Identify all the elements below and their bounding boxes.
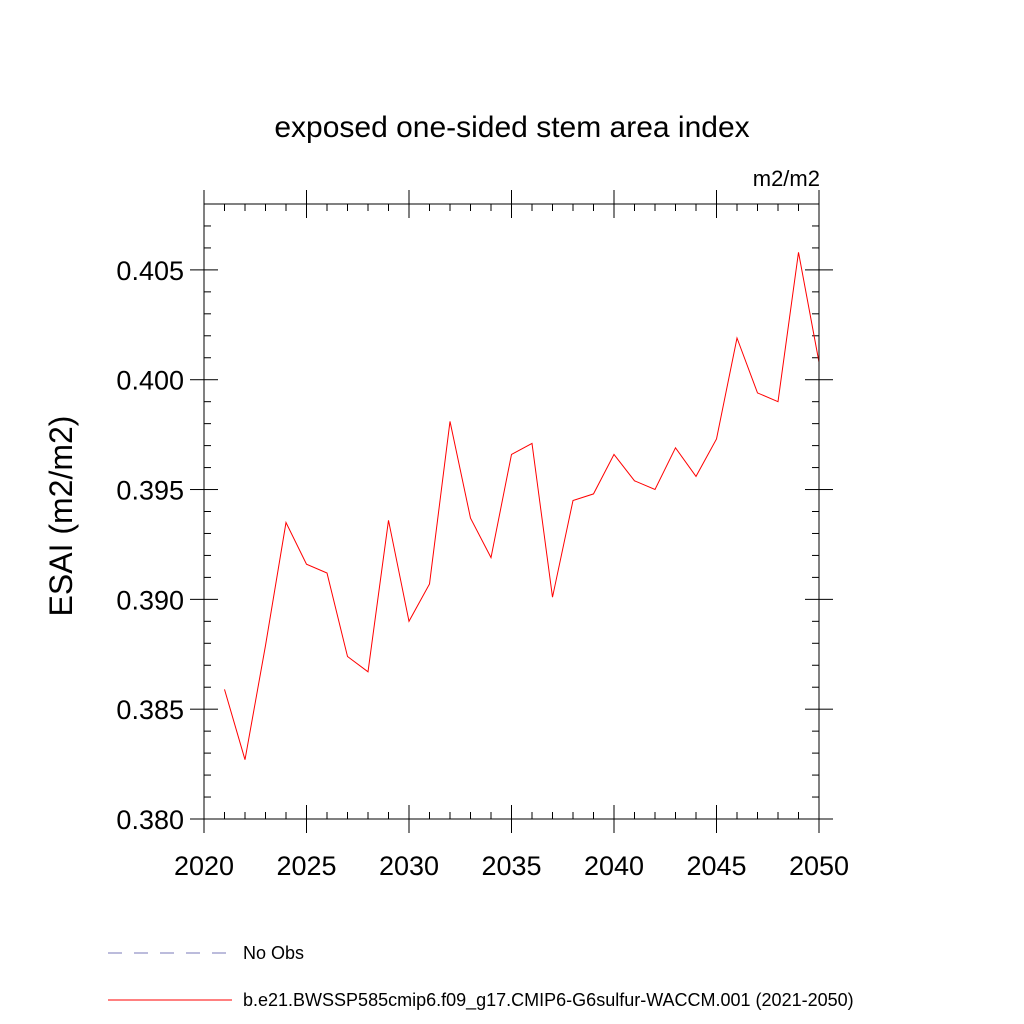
legend: No Obs b.e21.BWSSP585cmip6.f09_g17.CMIP6… (108, 943, 854, 1011)
y-tick-label: 0.395 (116, 476, 184, 506)
x-tick-label: 2030 (379, 851, 439, 881)
y-tick-label: 0.400 (116, 366, 184, 396)
series-layer (224, 252, 820, 760)
x-tick-label: 2050 (789, 851, 849, 881)
x-tick-label: 2020 (174, 851, 234, 881)
units-label: m2/m2 (753, 166, 820, 191)
x-tick-label: 2045 (686, 851, 746, 881)
y-tick-label: 0.390 (116, 585, 184, 615)
y-tick-labels: 0.380 0.385 0.390 0.395 0.400 0.405 (116, 256, 184, 835)
y-tick-label: 0.380 (116, 805, 184, 835)
axis-ticks (190, 190, 833, 833)
y-axis-label: ESAI (m2/m2) (43, 416, 79, 617)
x-tick-labels: 2020 2025 2030 2035 2040 2045 2050 (174, 851, 849, 881)
series-line-0 (224, 252, 820, 760)
plot-frame (203, 203, 820, 820)
y-tick-label: 0.405 (116, 256, 184, 286)
chart-title: exposed one-sided stem area index (274, 111, 749, 144)
legend-label-series: b.e21.BWSSP585cmip6.f09_g17.CMIP6-G6sulf… (243, 990, 854, 1011)
y-tick-label: 0.385 (116, 695, 184, 725)
x-tick-label: 2035 (481, 851, 541, 881)
x-tick-label: 2025 (276, 851, 336, 881)
legend-label-no-obs: No Obs (243, 943, 304, 963)
x-tick-label: 2040 (584, 851, 644, 881)
